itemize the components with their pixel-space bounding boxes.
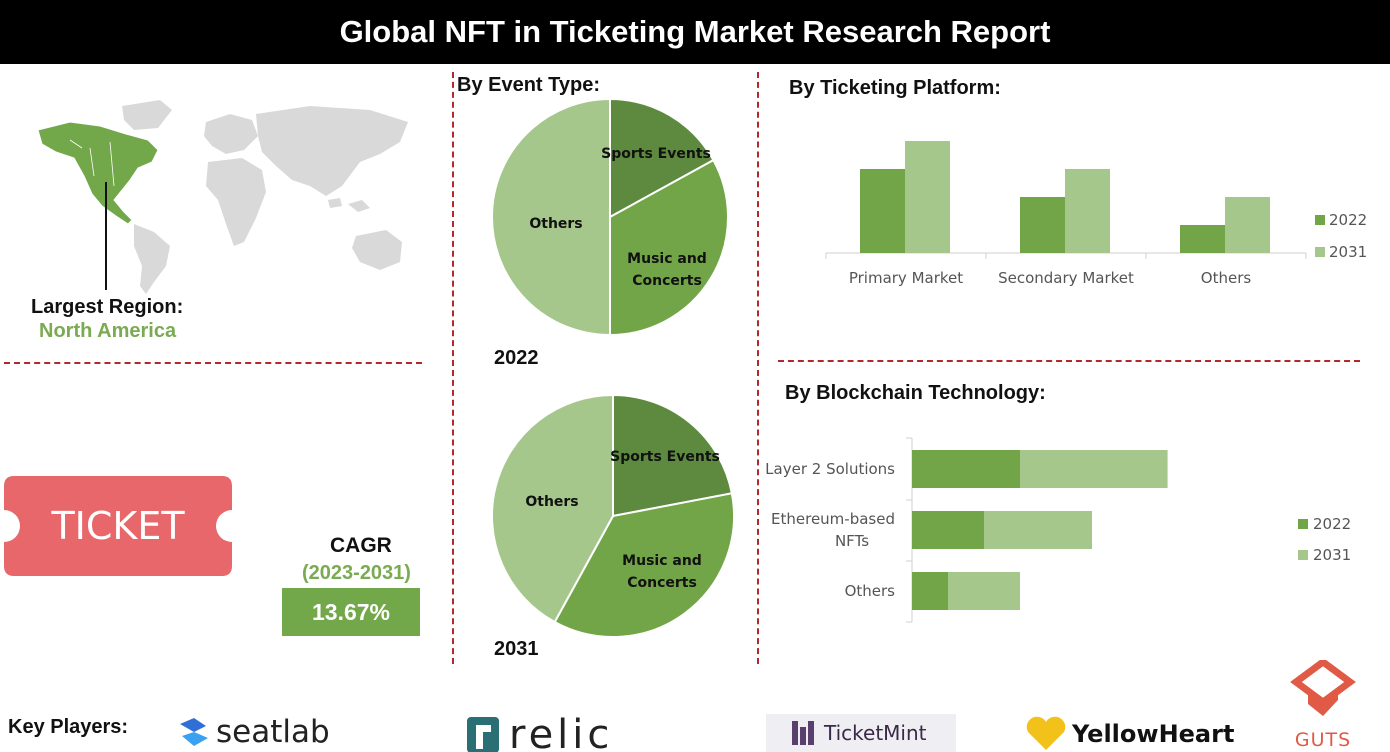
region-pointer-line	[105, 182, 107, 290]
guts-icon	[1290, 657, 1356, 716]
yellowheart-logo: YellowHeart	[1024, 716, 1234, 752]
legend-label-2022: 2022	[1313, 515, 1351, 533]
largest-region-value: North America	[39, 320, 177, 342]
pie-slice-music-and-concerts	[553, 492, 735, 638]
legend-swatch-2022	[1298, 519, 1308, 529]
ticket-label: TICKET	[51, 504, 185, 548]
category-label-others: Others	[1201, 269, 1252, 287]
legend-swatch-2031	[1315, 247, 1325, 257]
hbar-ethereum-based-nfts-2022	[912, 511, 984, 549]
legend-label-2031: 2031	[1329, 243, 1367, 261]
pie-slice-sports-events	[612, 393, 734, 518]
cagr-period: (2023-2031)	[302, 562, 411, 584]
ticketing-platform-chart: Primary Market Secondary Market Others 2022…	[825, 141, 1367, 287]
ticketing-platform-title: By Ticketing Platform:	[789, 77, 1001, 99]
divider-left-horizontal	[4, 362, 422, 364]
pie-slice-sports-events	[609, 97, 715, 219]
bar-secondary-market-2031	[1065, 169, 1110, 253]
event-type-title: By Event Type:	[457, 74, 600, 96]
category-label-secondary-market: Secondary Market	[998, 269, 1134, 287]
seatlab-logo: seatlab	[176, 714, 330, 750]
bar-primary-market-2022	[860, 169, 905, 253]
hbar-ethereum-based-nfts-2031	[984, 511, 1092, 549]
legend-label-2022: 2022	[1329, 211, 1367, 229]
ticketmint-icon	[792, 721, 814, 745]
blockchain-technology-title: By Blockchain Technology:	[785, 382, 1046, 404]
guts-logo: GUTS	[1290, 657, 1356, 751]
category-label-primary-market: Primary Market	[849, 269, 963, 287]
largest-region-label: Largest Region:	[31, 296, 184, 318]
blockchain-technology-chart: Layer 2 Solutions Ethereum-based NFTs Other…	[765, 437, 1351, 623]
pie-2031-year-label: 2031	[494, 638, 539, 660]
bar-primary-market-2031	[905, 141, 950, 253]
north-america-region	[37, 121, 159, 225]
bar-others-2022	[1180, 225, 1225, 253]
hbar-layer-2-solutions-2022	[912, 450, 1020, 488]
cagr-label: CAGR	[330, 534, 392, 557]
pie-label-sports-events: Sports Events	[601, 146, 711, 162]
seatlab-icon	[180, 718, 208, 746]
relic-logo: relic	[467, 712, 613, 752]
ticketmint-logo: TicketMint	[766, 714, 956, 752]
pie-label-music-and-concerts: Music and Concerts	[622, 553, 702, 591]
category-label-others: Others	[845, 582, 896, 600]
pie-label-sports-events: Sports Events	[610, 449, 720, 465]
divider-right	[757, 72, 759, 664]
event-type-pie-2031: Sports Events Music and Concerts Others	[491, 393, 735, 638]
divider-right-horizontal	[778, 360, 1360, 362]
page-title: Global NFT in Ticketing Market Research …	[0, 0, 1390, 64]
hbar-layer-2-solutions-2031	[1020, 450, 1168, 488]
pie-label-music-and-concerts: Music and Concerts	[627, 251, 707, 289]
category-label-layer-2-solutions: Layer 2 Solutions	[765, 460, 895, 478]
relic-icon	[467, 717, 499, 752]
key-players-label: Key Players:	[8, 716, 129, 738]
world-map	[37, 100, 408, 294]
bar-secondary-market-2022	[1020, 197, 1065, 253]
legend-swatch-2022	[1315, 215, 1325, 225]
heart-icon	[1026, 716, 1066, 750]
hbar-others-2031	[948, 572, 1020, 610]
category-label-ethereum-based-nfts: Ethereum-based NFTs	[771, 510, 895, 550]
pie-slice-others	[491, 393, 614, 624]
hbar-others-2022	[912, 572, 948, 610]
bar-others-2031	[1225, 197, 1270, 253]
divider-left	[452, 72, 454, 664]
legend-swatch-2031	[1298, 550, 1308, 560]
pie-slice-others	[491, 97, 611, 337]
legend-label-2031: 2031	[1313, 546, 1351, 564]
pie-label-others: Others	[529, 216, 582, 232]
event-type-pie-2022: Sports Events Music and Concerts Others	[491, 97, 729, 337]
pie-label-others: Others	[525, 494, 578, 510]
pie-2022-year-label: 2022	[494, 347, 539, 369]
cagr-value: 13.67%	[282, 588, 420, 636]
ticket-graphic	[4, 476, 232, 576]
pie-slice-music-and-concerts	[609, 158, 729, 337]
